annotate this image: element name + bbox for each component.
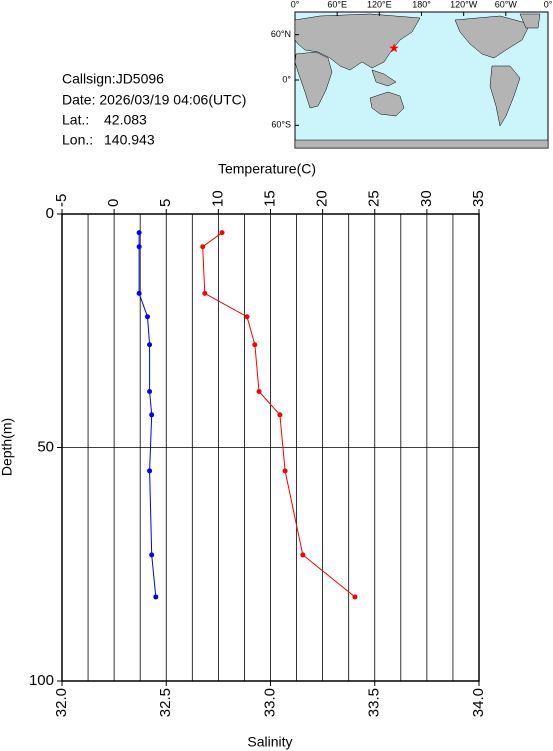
salinity-point [147, 342, 153, 348]
temperature-point [282, 468, 288, 474]
bottom-tick-label: 33.0 [261, 688, 278, 717]
salinity-line [138, 232, 157, 597]
map-lon-label: 0° [544, 0, 553, 9]
top-axis-label: Temperature(C) [218, 161, 316, 177]
top-tick-label: 10 [209, 190, 226, 207]
temperature-point [219, 230, 225, 236]
temperature-point [200, 244, 206, 250]
top-tick-label: 30 [418, 190, 435, 207]
salinity-point [147, 468, 153, 474]
lon-label: Lon.: [62, 132, 93, 148]
top-tick-label: 0 [105, 199, 122, 207]
salinity-point [136, 244, 142, 250]
map-lat-label: 60°N [271, 29, 291, 39]
temperature-point [252, 342, 258, 348]
salinity-point [149, 552, 155, 558]
map-lon-label: 60°W [495, 0, 518, 9]
land [294, 13, 549, 149]
y-tick-label: 100 [29, 672, 54, 689]
date: Date: 2026/03/19 04:06(UTC) [62, 92, 246, 108]
temperature-point [300, 552, 306, 558]
temperature-point [256, 388, 262, 394]
bottom-tick-label: 34.0 [470, 688, 487, 717]
map [294, 11, 549, 149]
salinity-point [136, 290, 142, 296]
bottom-axis-label: Salinity [247, 734, 292, 750]
salinity-point [147, 388, 153, 394]
temperature-point [202, 290, 208, 296]
map-lon-label: 120°W [450, 0, 478, 9]
lat-label: Lat.: [62, 112, 89, 128]
top-tick-label: 35 [470, 190, 487, 207]
map-lon-label: 120°E [367, 0, 392, 9]
map-lon-label: 180° [412, 0, 431, 9]
lon: 140.943 [104, 132, 155, 148]
salinity-point [149, 412, 155, 418]
top-tick-label: 5 [157, 199, 174, 207]
top-tick-label: 20 [314, 190, 331, 207]
salinity-point [144, 314, 150, 320]
station-marker [389, 43, 399, 53]
map-lat-label: 0° [282, 74, 291, 84]
salinity-point [153, 594, 159, 600]
salinity-point [136, 230, 142, 236]
bottom-tick-label: 32.5 [157, 688, 174, 717]
y-axis-label: Depth(m) [0, 418, 15, 476]
y-tick-label: 0 [46, 205, 54, 222]
bottom-tick-label: 32.0 [53, 688, 70, 717]
map-lon-label: 0° [291, 0, 300, 9]
map-lat-label: 60°S [271, 120, 291, 130]
top-tick-label: -5 [53, 194, 70, 207]
bottom-tick-label: 33.5 [366, 688, 383, 717]
temperature-line [202, 232, 356, 598]
top-tick-label: 15 [261, 190, 278, 207]
callsign: Callsign:JD5096 [62, 71, 164, 87]
temperature-point [244, 314, 250, 320]
top-tick-label: 25 [366, 190, 383, 207]
temperature-point [352, 594, 358, 600]
lat: 42.083 [104, 112, 147, 128]
y-tick-label: 50 [37, 438, 54, 455]
temperature-point [277, 412, 283, 418]
map-lon-label: 60°E [327, 0, 347, 9]
